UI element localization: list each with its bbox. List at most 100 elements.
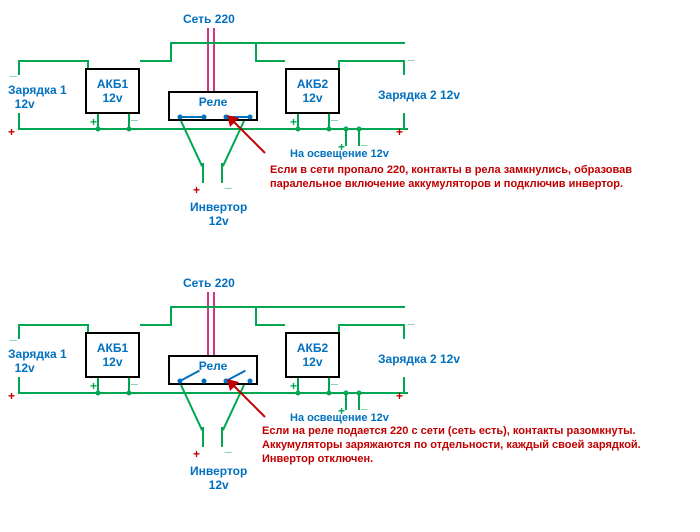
node	[127, 127, 132, 132]
minus: _	[345, 48, 352, 62]
minus: _	[331, 108, 338, 122]
mains-wire-1	[207, 292, 209, 357]
plus: +	[338, 404, 345, 418]
diagram-state-closed: Сеть 220 АКБ1 12v АКБ2 12v Р	[0, 8, 700, 248]
c1-neg-v	[18, 60, 20, 75]
plus: +	[338, 140, 345, 154]
minus: _	[408, 48, 415, 62]
minus: _	[131, 372, 138, 386]
c2-pos-v	[403, 113, 405, 128]
charger1-label: Зарядка 1 12v	[8, 347, 67, 375]
mains-label: Сеть 220	[183, 276, 235, 290]
plus: +	[290, 379, 297, 393]
akb2-volt: 12v	[302, 355, 322, 369]
minus: _	[361, 397, 368, 411]
mains-wire-1	[207, 28, 209, 93]
akb2-volt: 12v	[302, 91, 322, 105]
node	[327, 391, 332, 396]
mains-wire-2	[213, 28, 215, 93]
mains-label: Сеть 220	[183, 12, 235, 26]
akb2-label: АКБ2	[297, 341, 328, 355]
c2-pos-v	[403, 377, 405, 392]
node	[344, 127, 349, 132]
node	[127, 391, 132, 396]
plus: +	[396, 389, 403, 403]
node	[344, 391, 349, 396]
c2-neg-v	[403, 324, 405, 339]
c2-neg-v	[403, 60, 405, 75]
akb1-volt: 12v	[102, 355, 122, 369]
rail-bot-1	[18, 128, 408, 130]
inv-down2	[221, 163, 223, 183]
note-closed: Если в сети пропало 220, контакты в рела…	[270, 163, 690, 191]
minus: _	[158, 48, 165, 62]
arrow-icon	[225, 377, 275, 427]
charger1-label: Зарядка 1 12v	[8, 83, 67, 111]
minus: _	[361, 133, 368, 147]
charger1-l1: Зарядка 1	[8, 347, 67, 361]
c1-neg-v	[18, 324, 20, 339]
plus: +	[193, 183, 200, 197]
minus: _	[225, 440, 232, 454]
rail-top-ext-drop1	[170, 306, 172, 326]
note-open: Если на реле подается 220 с сети (сеть е…	[262, 424, 682, 466]
rail-top-ext	[170, 306, 405, 308]
charger1-l2: 12v	[15, 97, 35, 111]
inverter-label: Инвертор 12v	[190, 200, 247, 228]
c1-pos-v	[18, 113, 20, 128]
rail-top-akb1-r	[140, 324, 170, 326]
inverter-l2: 12v	[209, 214, 229, 228]
minus: _	[225, 176, 232, 190]
minus: _	[331, 372, 338, 386]
inv-down1	[202, 163, 204, 183]
inverter-l1: Инвертор	[190, 464, 247, 478]
minus: _	[76, 312, 83, 326]
minus: _	[10, 328, 17, 342]
rail-top-ext-drop2	[255, 306, 257, 326]
plus: +	[290, 115, 297, 129]
inverter-l2: 12v	[209, 478, 229, 492]
diagram-state-open: Сеть 220 АКБ1 12v АКБ2 12v Реле	[0, 272, 700, 527]
mains-wire-2	[213, 292, 215, 357]
node	[327, 127, 332, 132]
plus: +	[396, 125, 403, 139]
charger1-l1: Зарядка 1	[8, 83, 67, 97]
rail-top-akb1-r	[140, 60, 170, 62]
charger1-l2: 12v	[15, 361, 35, 375]
contact-open	[180, 370, 200, 382]
minus: _	[76, 48, 83, 62]
rail-top-ext-drop1	[170, 42, 172, 62]
inv-down1	[202, 427, 204, 447]
arrow-icon	[225, 113, 275, 163]
rail-top-ext-drop2	[255, 42, 257, 62]
minus: _	[260, 312, 267, 326]
minus: _	[10, 64, 17, 78]
minus: _	[345, 312, 352, 326]
plus: +	[90, 115, 97, 129]
node	[357, 391, 362, 396]
inverter-l1: Инвертор	[190, 200, 247, 214]
minus: _	[260, 48, 267, 62]
c1-pos-v	[18, 377, 20, 392]
plus: +	[193, 447, 200, 461]
minus: _	[408, 312, 415, 326]
rail-top-ext	[170, 42, 405, 44]
minus: _	[158, 312, 165, 326]
plus: +	[8, 125, 15, 139]
akb1-label: АКБ1	[97, 77, 128, 91]
minus: _	[131, 108, 138, 122]
plus: +	[90, 379, 97, 393]
charger2-label: Зарядка 2 12v	[378, 352, 460, 366]
contact-closed	[180, 116, 204, 118]
akb1-volt: 12v	[102, 91, 122, 105]
rail-bot-1	[18, 392, 408, 394]
plus: +	[8, 389, 15, 403]
node	[357, 127, 362, 132]
akb2-label: АКБ2	[297, 77, 328, 91]
inv-down2	[221, 427, 223, 447]
relay-label: Реле	[199, 359, 228, 373]
inverter-label: Инвертор 12v	[190, 464, 247, 492]
relay-label: Реле	[199, 95, 228, 109]
akb1-label: АКБ1	[97, 341, 128, 355]
contact-dot	[202, 379, 207, 384]
